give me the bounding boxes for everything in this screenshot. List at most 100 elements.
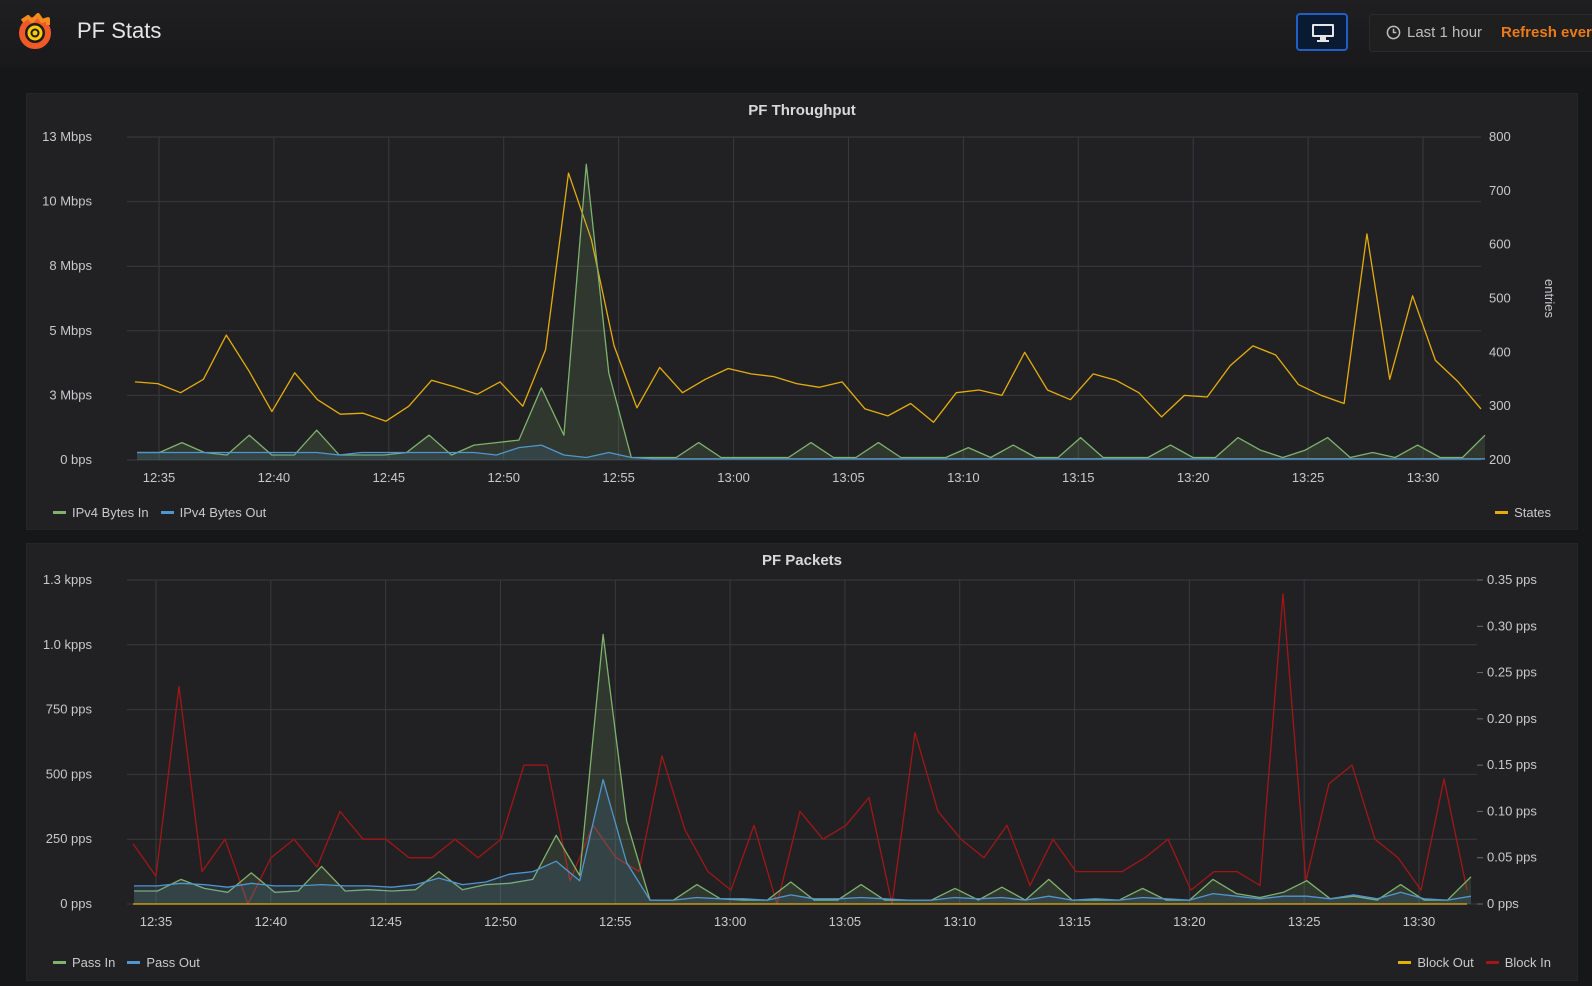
legend-label: IPv4 Bytes Out (179, 505, 267, 520)
x-tick-label: 12:45 (373, 470, 406, 485)
legend-label: Block In (1504, 955, 1551, 970)
y-right-tick-label: 0 pps (1487, 896, 1519, 911)
x-tick-label: 13:10 (947, 470, 980, 485)
legend-label: Pass In (72, 955, 116, 970)
x-tick-label: 12:35 (140, 914, 173, 929)
series-line-ipv4-bytes-out[interactable] (137, 444, 1485, 460)
x-tick-label: 13:25 (1292, 470, 1325, 485)
series-area-ipv4-bytes-out (137, 445, 1485, 460)
y-right-tick-label: 400 (1489, 344, 1511, 359)
series-line-pass-out[interactable] (134, 778, 1472, 901)
y-right-tick-label: 0.35 pps (1487, 572, 1537, 587)
y-right-tick-label: 0.15 pps (1487, 757, 1537, 772)
y-right-tick-label: 0.05 pps (1487, 850, 1537, 865)
legend-right: States (1495, 505, 1563, 520)
time-picker[interactable]: Last 1 hour Refresh ever (1369, 14, 1592, 52)
throughput-chart: 0 bps 3 Mbps 5 Mbps 8 Mbps 10 Mbps 13 Mbps 200… (42, 129, 1557, 485)
series-line-states[interactable] (134, 172, 1482, 423)
y-left-tick-label: 750 pps (46, 702, 93, 717)
x-tick-label: 12:45 (369, 914, 402, 929)
y-left-tick-label: 1.0 kpps (43, 637, 93, 652)
x-tick-label: 12:50 (487, 470, 520, 485)
legend-swatch (1495, 511, 1509, 515)
dashboard-title[interactable]: PF Stats (77, 18, 162, 43)
packets-chart: 0 pps 250 pps 500 pps 750 pps 1.0 kpps 1.3 kp… (43, 572, 1538, 929)
clock-icon (1386, 25, 1401, 40)
legend-item-states[interactable]: States (1495, 505, 1551, 520)
legend-swatch (1485, 961, 1499, 965)
y-right-axis-label: entries (1542, 279, 1557, 319)
x-tick-label: 12:50 (484, 914, 517, 929)
legend-left: Pass In Pass Out (53, 955, 212, 970)
x-tick-label: 13:30 (1403, 914, 1436, 929)
y-left-tick-label: 3 Mbps (49, 387, 92, 402)
y-right-tick-label: 600 (1489, 237, 1511, 252)
y-right-tick-label: 0.30 pps (1487, 618, 1537, 633)
y-left-tick-label: 8 Mbps (49, 258, 92, 273)
y-left-tick-label: 250 pps (46, 831, 93, 846)
legend-right: Block Out Block In (1398, 955, 1563, 970)
x-tick-label: 13:25 (1288, 914, 1321, 929)
legend-item-block-in[interactable]: Block In (1485, 955, 1551, 970)
x-tick-label: 13:05 (829, 914, 862, 929)
series-area-pass-out (134, 779, 1471, 904)
legend-swatch (1398, 961, 1412, 965)
legend-swatch (53, 961, 66, 965)
legend-item-ipv4-bytes-out[interactable]: IPv4 Bytes Out (160, 505, 267, 520)
y-right-tick-label: 0.10 pps (1487, 803, 1537, 818)
tv-mode-button[interactable] (1296, 13, 1348, 51)
y-left-tick-label: 5 Mbps (49, 323, 92, 338)
series-area-pass-in (134, 634, 1471, 904)
legend-swatch (160, 511, 174, 515)
panel-pf-throughput: PF Throughput 0 bps 3 Mbps 5 Mbps 8 Mbps 10 … (26, 93, 1578, 530)
x-tick-label: 13:10 (943, 914, 976, 929)
grafana-logo-icon[interactable] (14, 11, 56, 53)
time-range-label[interactable]: Last 1 hour (1407, 24, 1483, 41)
y-right-tick-label: 800 (1489, 129, 1511, 144)
series-area-ipv4-bytes-in (137, 164, 1485, 461)
legend-label: IPv4 Bytes In (72, 505, 149, 520)
y-right-tick-label: 700 (1489, 183, 1511, 198)
x-tick-label: 12:55 (602, 470, 635, 485)
x-tick-label: 13:05 (832, 470, 865, 485)
legend-item-pass-out[interactable]: Pass Out (127, 955, 200, 970)
panel-title[interactable]: PF Packets (761, 552, 843, 569)
x-tick-label: 13:20 (1173, 914, 1206, 929)
y-left-tick-label: 0 pps (60, 896, 92, 911)
y-right-tick-label: 500 (1489, 291, 1511, 306)
legend-item-ipv4-bytes-in[interactable]: IPv4 Bytes In (53, 505, 149, 520)
y-right-tick-label: 0.20 pps (1487, 711, 1537, 726)
y-right-tick-label: 300 (1489, 398, 1511, 413)
legend-label: States (1514, 505, 1551, 520)
series-line-block-in[interactable] (132, 593, 1468, 905)
y-left-tick-label: 500 pps (46, 766, 93, 781)
y-left-tick-label: 13 Mbps (42, 129, 92, 144)
x-tick-label: 13:15 (1062, 470, 1095, 485)
x-tick-label: 13:00 (717, 470, 750, 485)
x-tick-label: 12:40 (255, 914, 288, 929)
y-left-tick-label: 10 Mbps (42, 194, 92, 209)
top-navbar: PF Stats Last 1 hour Refresh ever (0, 0, 1592, 68)
monitor-icon (1312, 24, 1334, 42)
x-tick-label: 12:35 (143, 470, 176, 485)
y-right-tick-label: 0.25 pps (1487, 665, 1537, 680)
y-left-tick-label: 0 bps (60, 452, 92, 467)
legend-label: Pass Out (146, 955, 200, 970)
x-tick-label: 13:15 (1058, 914, 1091, 929)
x-tick-label: 13:20 (1177, 470, 1210, 485)
series-line-pass-in[interactable] (134, 633, 1472, 901)
x-tick-label: 13:00 (714, 914, 747, 929)
x-tick-label: 13:30 (1407, 470, 1440, 485)
legend-label: Block Out (1417, 955, 1474, 970)
y-left-tick-label: 1.3 kpps (43, 572, 93, 587)
y-right-tick-label: 200 (1489, 452, 1511, 467)
legend-item-block-out[interactable]: Block Out (1398, 955, 1474, 970)
legend-item-pass-in[interactable]: Pass In (53, 955, 115, 970)
legend-left: IPv4 Bytes In IPv4 Bytes Out (53, 505, 278, 520)
series-line-ipv4-bytes-in[interactable] (137, 163, 1486, 459)
x-tick-label: 12:55 (599, 914, 632, 929)
refresh-interval-label[interactable]: Refresh ever (1501, 24, 1592, 41)
panel-pf-packets: PF Packets 0 pps 250 pps 500 pps 750 pps 1.0… (26, 543, 1578, 981)
legend-swatch (127, 961, 141, 965)
panel-title[interactable]: PF Throughput (748, 102, 856, 119)
